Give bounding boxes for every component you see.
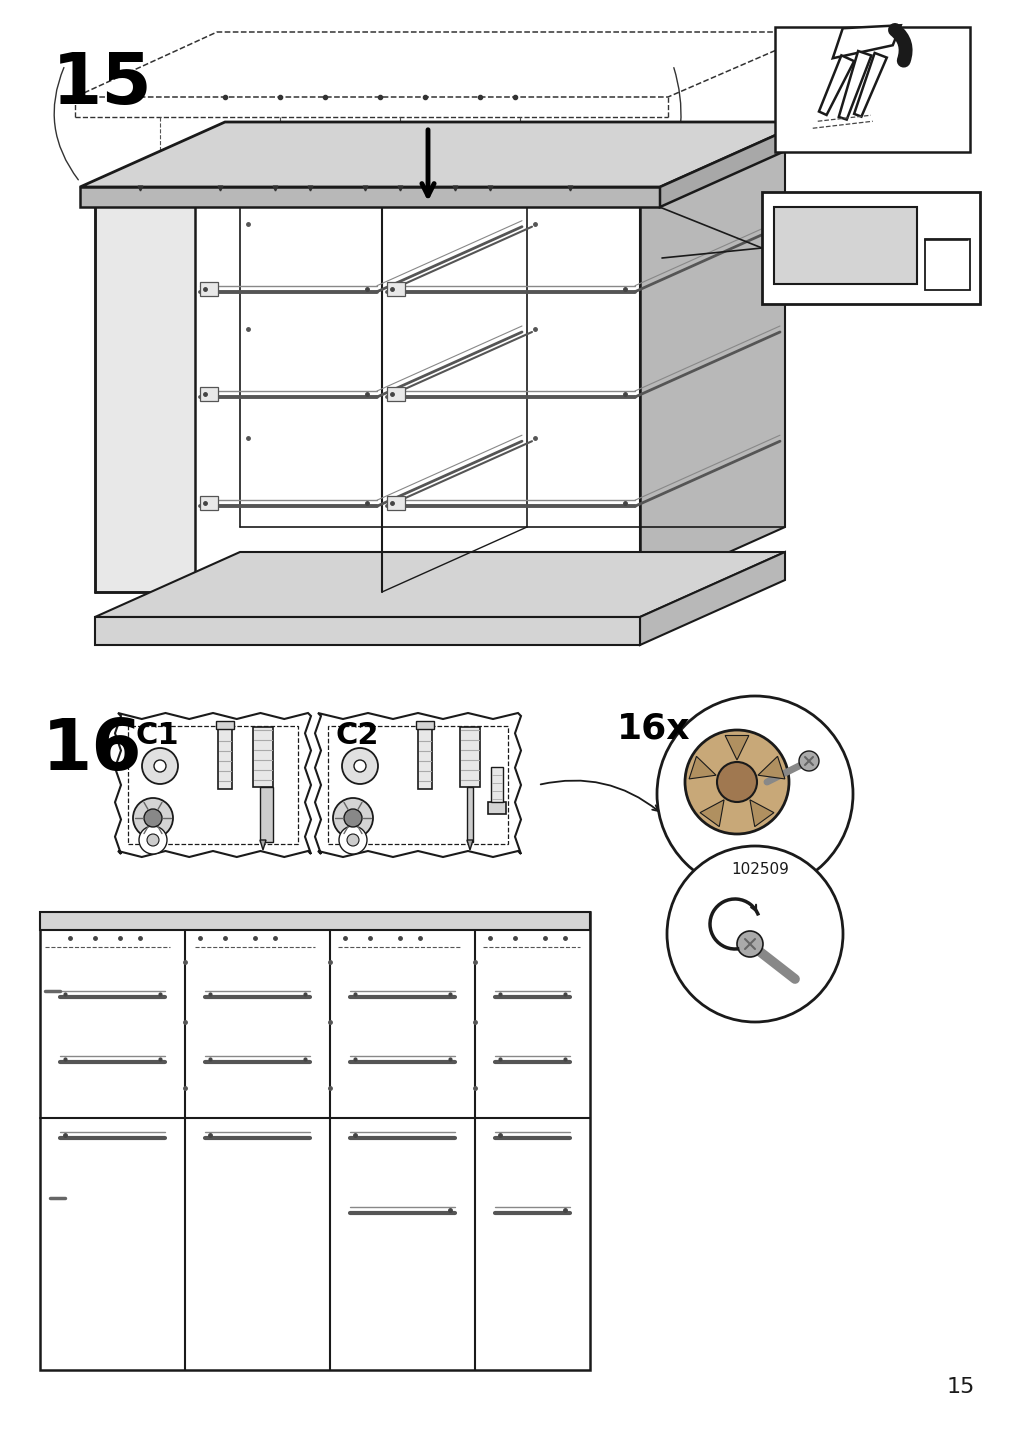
Circle shape [147, 833, 159, 846]
Bar [215, 720, 234, 729]
Bar [386, 282, 404, 295]
Bar [418, 729, 432, 789]
Polygon shape [466, 841, 472, 851]
Circle shape [656, 696, 852, 892]
Polygon shape [260, 841, 266, 851]
Bar [761, 192, 979, 304]
Bar [260, 788, 273, 842]
Circle shape [347, 833, 359, 846]
Polygon shape [688, 756, 716, 779]
Polygon shape [95, 137, 785, 202]
Text: 16x: 16x [617, 712, 690, 746]
Circle shape [716, 762, 756, 802]
Polygon shape [639, 137, 785, 591]
Polygon shape [757, 756, 785, 779]
Text: C2: C2 [336, 720, 379, 750]
Bar [774, 27, 969, 152]
Bar [328, 726, 508, 843]
Bar [253, 727, 273, 788]
Polygon shape [832, 26, 900, 59]
Circle shape [354, 760, 366, 772]
Bar [40, 912, 589, 1370]
Text: C1: C1 [135, 720, 179, 750]
Polygon shape [95, 617, 639, 644]
Circle shape [154, 760, 166, 772]
Circle shape [139, 826, 167, 853]
Bar [466, 788, 472, 842]
Bar [487, 802, 506, 813]
Polygon shape [314, 713, 521, 856]
Polygon shape [659, 122, 804, 208]
Polygon shape [853, 53, 886, 116]
Circle shape [684, 730, 789, 833]
Bar [217, 729, 232, 789]
Polygon shape [700, 800, 723, 826]
Polygon shape [80, 188, 659, 208]
Bar [200, 497, 217, 510]
Text: 15: 15 [945, 1378, 974, 1398]
Polygon shape [838, 52, 870, 120]
Polygon shape [725, 736, 748, 760]
Circle shape [666, 846, 842, 1022]
Polygon shape [95, 551, 785, 617]
Circle shape [142, 748, 178, 783]
Bar [386, 387, 404, 401]
Circle shape [342, 748, 378, 783]
Bar [924, 239, 969, 291]
Circle shape [799, 750, 818, 770]
Bar [416, 720, 434, 729]
Bar [386, 497, 404, 510]
Polygon shape [818, 56, 853, 115]
Circle shape [132, 798, 173, 838]
Polygon shape [749, 800, 773, 826]
Circle shape [333, 798, 373, 838]
Circle shape [339, 826, 367, 853]
Polygon shape [115, 713, 310, 856]
Bar [773, 208, 916, 284]
Bar [200, 387, 217, 401]
Circle shape [736, 931, 762, 957]
Bar [127, 726, 297, 843]
Text: 102509: 102509 [730, 862, 789, 878]
Bar [95, 202, 195, 591]
Bar [490, 768, 502, 802]
Circle shape [144, 809, 162, 828]
Text: 15: 15 [52, 50, 153, 119]
Polygon shape [639, 551, 785, 644]
Text: 16: 16 [42, 716, 143, 785]
Polygon shape [80, 122, 804, 188]
Bar [460, 727, 479, 788]
Bar [40, 912, 589, 929]
Bar [200, 282, 217, 295]
Circle shape [344, 809, 362, 828]
